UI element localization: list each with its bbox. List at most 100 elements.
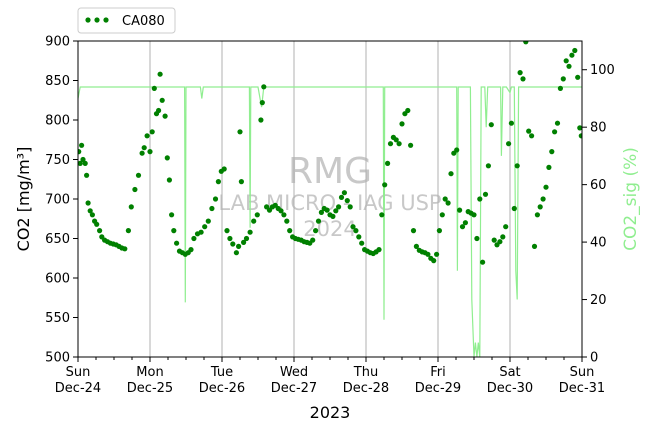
y-axis-title: CO2 [mg/m³] <box>14 147 33 252</box>
co2-point <box>482 191 489 197</box>
co2-point <box>313 228 319 234</box>
co2-point <box>356 234 362 240</box>
co2-point <box>442 196 448 202</box>
y-tick-label: 700 <box>45 193 70 208</box>
co2-point <box>385 160 391 166</box>
legend-box <box>77 7 176 34</box>
co2-point <box>141 145 147 151</box>
co2-point <box>287 228 293 234</box>
co2-point <box>87 208 93 214</box>
x-tick-label: Sat <box>499 365 520 380</box>
x-tick-label: Dec-25 <box>127 381 173 396</box>
co2-point <box>84 172 90 178</box>
x-tick-label: Mon <box>136 365 163 380</box>
co2-point <box>563 58 569 64</box>
co2-point <box>405 107 411 114</box>
co2-point <box>531 243 538 249</box>
co2-point <box>511 205 517 212</box>
co2-point <box>341 190 347 196</box>
co2-point <box>376 247 382 253</box>
co2-point <box>485 163 491 169</box>
co2-point <box>147 149 153 155</box>
co2-point <box>344 198 350 204</box>
watermark-line-2: LAB MICRO - IAG USP <box>218 191 441 215</box>
co2-point <box>236 243 242 249</box>
co2-point <box>338 194 345 200</box>
y-tick-label: 800 <box>45 114 70 129</box>
x-tick-label: Fri <box>430 365 446 380</box>
co2-point <box>359 240 365 246</box>
co2-point <box>569 52 575 58</box>
co2-point <box>491 237 497 243</box>
co2-point <box>251 218 257 224</box>
x-axis: SunDec-24MonDec-25TueDec-26WedDec-27ThuD… <box>55 357 605 396</box>
co2-point <box>151 85 157 91</box>
y-tick-label: 600 <box>45 272 70 287</box>
y-tick-label: 500 <box>45 351 70 366</box>
co2-point <box>529 133 535 139</box>
co2-point <box>554 120 561 126</box>
co2-point <box>315 218 322 224</box>
co2-point <box>578 133 582 139</box>
co2-point <box>261 84 267 90</box>
y2-tick-label: 0 <box>590 351 598 366</box>
co2-point <box>78 160 83 166</box>
co2-point <box>520 76 526 82</box>
co2-point <box>534 212 541 218</box>
co2-point <box>436 228 442 234</box>
co2-point <box>135 172 142 178</box>
co2-point <box>164 155 170 161</box>
y2-tick-label: 40 <box>590 236 607 251</box>
co2-point <box>166 177 172 183</box>
watermark-line-3: 2024 <box>303 217 356 241</box>
co2-point <box>238 179 244 185</box>
co2-point <box>480 259 486 265</box>
co2-point <box>310 237 316 243</box>
watermark: RMG LAB MICRO - IAG USP 2024 <box>218 151 441 241</box>
y2-tick-label: 100 <box>590 63 615 78</box>
co2-point <box>393 137 399 143</box>
co2-point <box>233 250 239 256</box>
y2-axis-title: CO2_sig (%) <box>621 147 641 251</box>
co2-point <box>258 117 264 123</box>
legend-marker <box>85 17 91 23</box>
y-tick-label: 900 <box>45 35 70 50</box>
y-axis-left: 500 550 600 650 700 750 800 850 900 <box>45 35 78 366</box>
co2-sig-series <box>78 86 582 357</box>
co2-point <box>78 149 82 155</box>
co2-point <box>247 229 253 235</box>
y2-tick-label: 20 <box>590 293 607 308</box>
co2-point <box>224 228 230 234</box>
co2-point <box>379 212 385 218</box>
co2-point <box>336 204 342 210</box>
x-tick-label: Sun <box>66 365 91 380</box>
co2-point <box>259 100 265 106</box>
co2-sig-line <box>78 86 582 357</box>
co2-point <box>474 235 480 242</box>
co2-point <box>350 224 356 230</box>
co2-point <box>431 258 437 264</box>
co2-point <box>477 196 483 202</box>
co2-point <box>497 239 503 245</box>
co2-point <box>347 204 353 210</box>
co2-point <box>566 63 572 69</box>
co2-point <box>144 133 150 139</box>
co2-point <box>82 160 88 166</box>
co2-point <box>526 128 532 134</box>
co2-point <box>577 125 582 131</box>
co2-point <box>156 107 162 114</box>
co2-point <box>281 212 287 218</box>
co2-point <box>410 228 417 234</box>
co2-point <box>202 224 208 230</box>
co2-point <box>221 166 227 172</box>
co2-point <box>387 141 394 147</box>
co2-point <box>128 204 134 210</box>
co2-point <box>471 212 477 218</box>
co2-point <box>132 186 138 193</box>
co2-point <box>162 113 168 119</box>
x-tick-label: Sun <box>570 365 595 380</box>
co2-point <box>89 212 95 218</box>
co2-point <box>330 213 336 219</box>
x-tick-label: Wed <box>280 365 308 380</box>
y-axis-right: 0 20 40 60 80 100 <box>582 63 615 366</box>
